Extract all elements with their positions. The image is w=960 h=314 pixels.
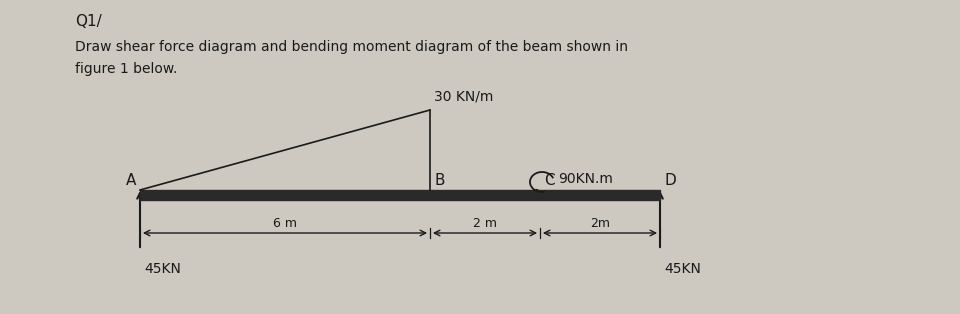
Text: 90KN.m: 90KN.m [558,172,612,186]
Text: Q1/: Q1/ [75,14,102,29]
Text: D: D [664,173,676,188]
Text: 45KN: 45KN [144,262,180,276]
Text: 30 KN/m: 30 KN/m [434,90,493,104]
Text: B: B [434,173,444,188]
Text: 45KN: 45KN [664,262,701,276]
Text: 2m: 2m [590,217,610,230]
Text: C: C [544,173,555,188]
Text: figure 1 below.: figure 1 below. [75,62,178,76]
Text: A: A [126,173,136,188]
Bar [140,190,660,200]
Text: Draw shear force diagram and bending moment diagram of the beam shown in: Draw shear force diagram and bending mom… [75,40,628,54]
Text: 2 m: 2 m [473,217,497,230]
Text: 6 m: 6 m [273,217,297,230]
